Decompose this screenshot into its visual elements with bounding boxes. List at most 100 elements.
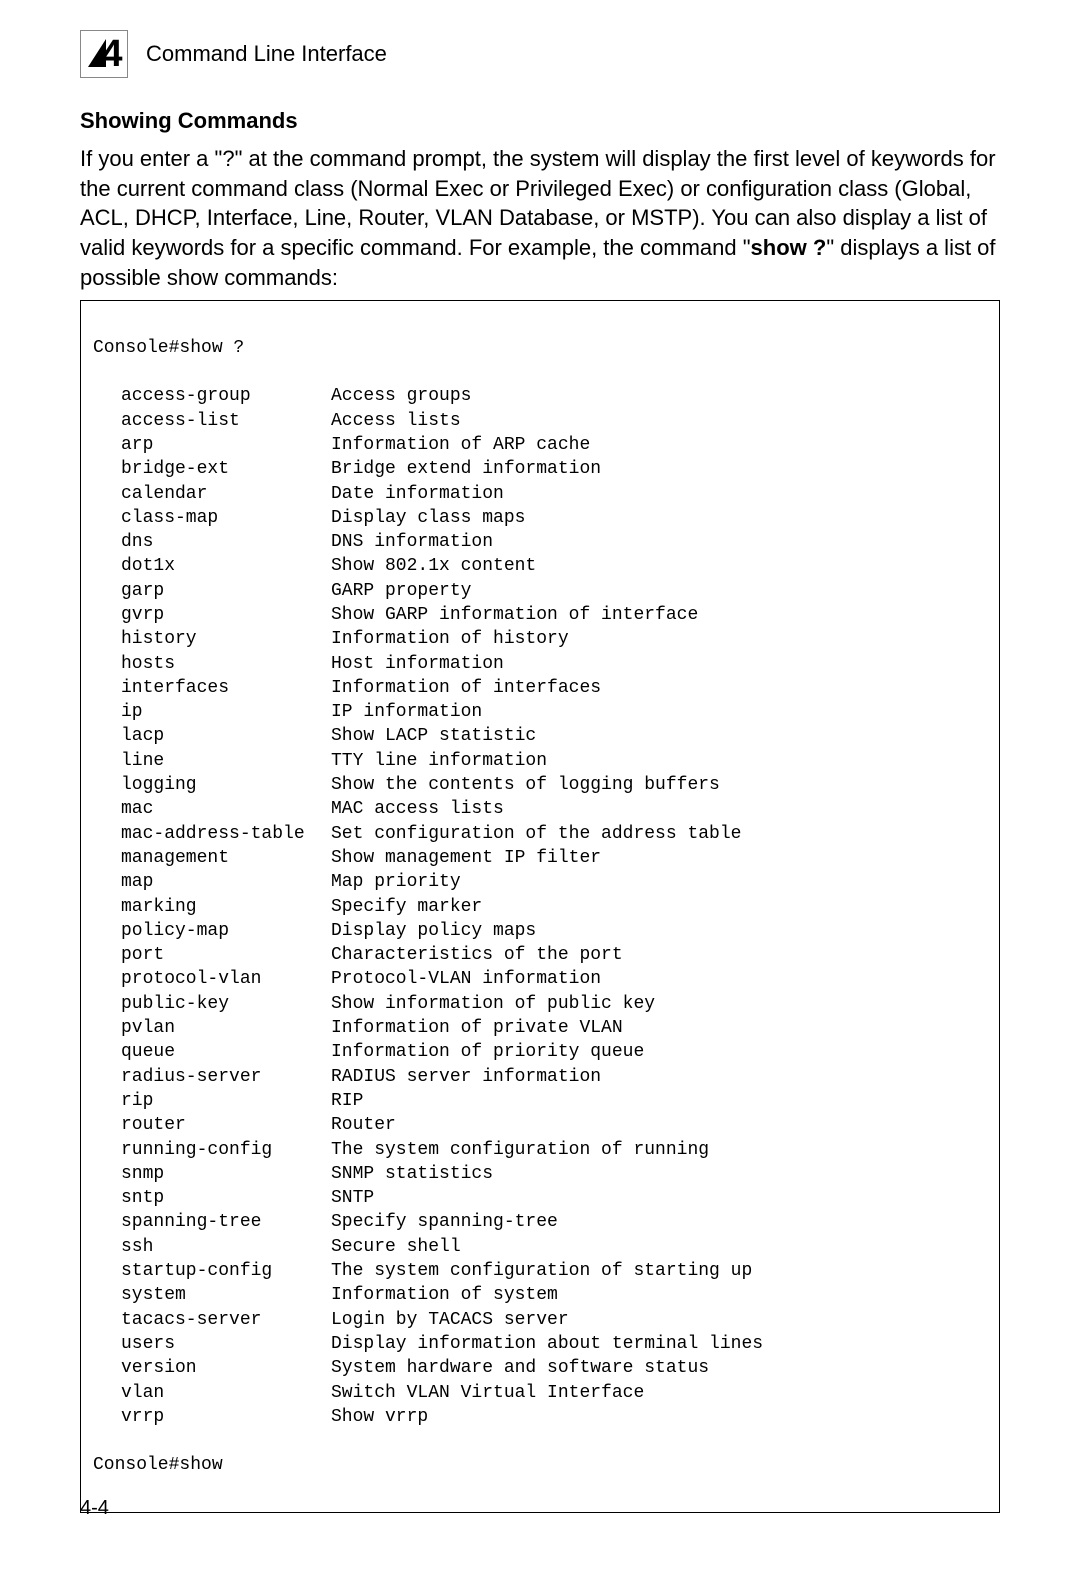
terminal-command-desc: Switch VLAN Virtual Interface: [331, 1381, 987, 1405]
terminal-command-row: spanning-treeSpecify spanning-tree: [93, 1210, 987, 1234]
terminal-command-row: access-groupAccess groups: [93, 384, 987, 408]
terminal-indent: [93, 1186, 121, 1210]
terminal-indent: [93, 749, 121, 773]
terminal-command-key: radius-server: [121, 1065, 331, 1089]
chapter-number: 4: [101, 33, 122, 76]
terminal-command-row: public-keyShow information of public key: [93, 992, 987, 1016]
terminal-command-key: mac: [121, 797, 331, 821]
terminal-indent: [93, 676, 121, 700]
terminal-command-key: ssh: [121, 1235, 331, 1259]
terminal-command-desc: Characteristics of the port: [331, 943, 987, 967]
terminal-command-key: logging: [121, 773, 331, 797]
terminal-indent: [93, 1283, 121, 1307]
terminal-command-key: startup-config: [121, 1259, 331, 1283]
terminal-command-key: snmp: [121, 1162, 331, 1186]
header-title: Command Line Interface: [146, 41, 387, 67]
terminal-command-row: gvrpShow GARP information of interface: [93, 603, 987, 627]
terminal-command-desc: Information of priority queue: [331, 1040, 987, 1064]
terminal-command-desc: Show GARP information of interface: [331, 603, 987, 627]
terminal-command-desc: RIP: [331, 1089, 987, 1113]
terminal-command-desc: Information of interfaces: [331, 676, 987, 700]
terminal-command-row: versionSystem hardware and software stat…: [93, 1356, 987, 1380]
terminal-command-desc: Show vrrp: [331, 1405, 987, 1429]
terminal-command-row: dnsDNS information: [93, 530, 987, 554]
terminal-command-row: hostsHost information: [93, 652, 987, 676]
terminal-indent: [93, 1332, 121, 1356]
terminal-command-key: running-config: [121, 1138, 331, 1162]
terminal-command-key: ip: [121, 700, 331, 724]
terminal-command-key: queue: [121, 1040, 331, 1064]
terminal-indent: [93, 992, 121, 1016]
terminal-indent: [93, 846, 121, 870]
terminal-indent: [93, 603, 121, 627]
terminal-command-key: interfaces: [121, 676, 331, 700]
terminal-command-key: garp: [121, 579, 331, 603]
terminal-command-key: vrrp: [121, 1405, 331, 1429]
terminal-command-row: mac-address-tableSet configuration of th…: [93, 822, 987, 846]
terminal-command-row: access-listAccess lists: [93, 409, 987, 433]
terminal-indent: [93, 1259, 121, 1283]
terminal-command-desc: Information of history: [331, 627, 987, 651]
section-heading: Showing Commands: [80, 108, 1000, 134]
terminal-command-row: lineTTY line information: [93, 749, 987, 773]
page-number: 4-4: [80, 1497, 109, 1520]
terminal-command-desc: SNMP statistics: [331, 1162, 987, 1186]
paragraph-bold-command: show ?: [751, 235, 827, 260]
terminal-indent: [93, 457, 121, 481]
terminal-command-key: history: [121, 627, 331, 651]
terminal-prompt-last: Console#show: [93, 1453, 987, 1477]
terminal-command-desc: Information of ARP cache: [331, 433, 987, 457]
terminal-command-key: version: [121, 1356, 331, 1380]
terminal-command-desc: Specify marker: [331, 895, 987, 919]
terminal-command-desc: SNTP: [331, 1186, 987, 1210]
terminal-indent: [93, 700, 121, 724]
terminal-command-row: policy-mapDisplay policy maps: [93, 919, 987, 943]
terminal-indent: [93, 1381, 121, 1405]
terminal-command-row: systemInformation of system: [93, 1283, 987, 1307]
terminal-command-row: startup-configThe system configuration o…: [93, 1259, 987, 1283]
terminal-command-key: calendar: [121, 482, 331, 506]
terminal-command-row: calendarDate information: [93, 482, 987, 506]
terminal-command-desc: System hardware and software status: [331, 1356, 987, 1380]
terminal-indent: [93, 1089, 121, 1113]
terminal-indent: [93, 1210, 121, 1234]
terminal-command-key: rip: [121, 1089, 331, 1113]
terminal-command-desc: Host information: [331, 652, 987, 676]
terminal-command-key: line: [121, 749, 331, 773]
terminal-command-row: usersDisplay information about terminal …: [93, 1332, 987, 1356]
terminal-indent: [93, 482, 121, 506]
terminal-indent: [93, 1308, 121, 1332]
terminal-command-desc: Bridge extend information: [331, 457, 987, 481]
terminal-command-key: vlan: [121, 1381, 331, 1405]
terminal-command-desc: Access groups: [331, 384, 987, 408]
terminal-command-row: loggingShow the contents of logging buff…: [93, 773, 987, 797]
terminal-command-desc: DNS information: [331, 530, 987, 554]
terminal-command-row: interfacesInformation of interfaces: [93, 676, 987, 700]
terminal-command-row: snmpSNMP statistics: [93, 1162, 987, 1186]
terminal-command-key: dot1x: [121, 554, 331, 578]
terminal-command-key: arp: [121, 433, 331, 457]
terminal-command-row: historyInformation of history: [93, 627, 987, 651]
terminal-indent: [93, 1113, 121, 1137]
terminal-command-row: arpInformation of ARP cache: [93, 433, 987, 457]
terminal-command-desc: Set configuration of the address table: [331, 822, 987, 846]
terminal-command-row: managementShow management IP filter: [93, 846, 987, 870]
terminal-command-key: hosts: [121, 652, 331, 676]
terminal-command-desc: Show the contents of logging buffers: [331, 773, 987, 797]
terminal-command-key: tacacs-server: [121, 1308, 331, 1332]
terminal-command-row: garpGARP property: [93, 579, 987, 603]
terminal-command-desc: The system configuration of running: [331, 1138, 987, 1162]
terminal-indent: [93, 1356, 121, 1380]
terminal-indent: [93, 1065, 121, 1089]
terminal-command-key: pvlan: [121, 1016, 331, 1040]
terminal-command-desc: Show LACP statistic: [331, 724, 987, 748]
terminal-command-desc: Protocol-VLAN information: [331, 967, 987, 991]
terminal-command-key: router: [121, 1113, 331, 1137]
terminal-command-key: marking: [121, 895, 331, 919]
terminal-command-row: routerRouter: [93, 1113, 987, 1137]
terminal-command-row: vrrpShow vrrp: [93, 1405, 987, 1429]
terminal-command-desc: RADIUS server information: [331, 1065, 987, 1089]
terminal-indent: [93, 530, 121, 554]
terminal-indent: [93, 1040, 121, 1064]
terminal-indent: [93, 724, 121, 748]
